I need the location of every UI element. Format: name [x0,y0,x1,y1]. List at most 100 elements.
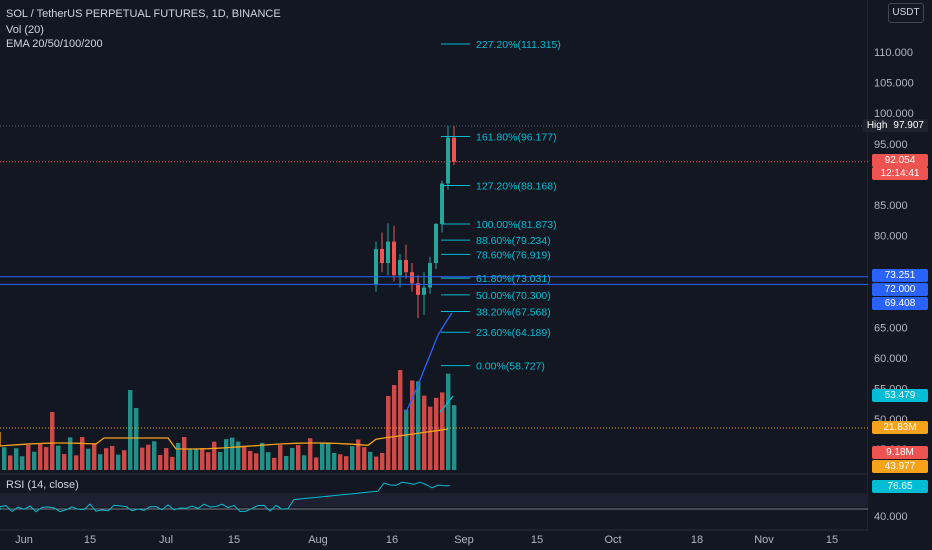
volume-bar [446,373,451,470]
volume-bar [152,441,157,470]
volume-bar [32,451,37,470]
volume-bar [164,448,169,470]
volume-bars [2,370,457,470]
price-tick-label: 110.000 [874,47,913,59]
fib-level-label: 88.60%(79.234) [476,235,551,247]
volume-bar [392,385,397,470]
volume-bar [14,448,19,470]
candle-body [428,263,432,288]
volume-bar [158,455,163,470]
volume-bar [74,455,79,470]
volume-bar [98,454,103,470]
fib-level-label: 127.20%(88.168) [476,181,557,193]
volume-bar [302,455,307,470]
time-tick-label: Aug [308,534,328,546]
volume-bar [320,442,325,470]
candle-body [386,241,390,264]
rsi-indicator-label[interactable]: RSI (14, close) [6,479,79,491]
last-price-tag: 92.054 [872,154,928,167]
fib-retracement[interactable]: 227.20%(111.315) 161.80%(96.177) 127.20%(8… [441,39,561,373]
volume-bar [110,445,115,470]
rsi-line [0,481,450,513]
volume-ma-line [0,428,449,450]
price-tick-label: 80.000 [874,231,908,243]
volume-bar [212,441,217,470]
volume-bar [140,447,145,470]
volume-bar [284,456,289,470]
volume-bar [380,452,385,470]
candle-body [434,223,438,264]
volume-bar [86,448,91,470]
time-tick-label: Nov [754,534,774,546]
price-tick-label: 85.000 [874,200,908,212]
volume-bar [50,412,55,470]
volume-bar [80,436,85,470]
currency-selector[interactable]: USDT [888,3,924,23]
time-tick-label: Oct [604,534,621,546]
candle-body [452,137,456,162]
volume-bar [410,380,415,470]
volume-bar [398,370,403,470]
candle-body [410,272,414,284]
price-tick-label: 60.000 [874,353,908,365]
volume-bar [182,436,187,470]
time-tick-label: Jun [15,534,33,546]
ema-value-tag: 53.479 [872,389,928,402]
level-tag-a: 73.251 [872,269,928,282]
candle-body [392,241,396,276]
volume-bar [374,456,379,470]
ema-line-2 [439,395,454,413]
time-tick-label: 15 [531,534,543,546]
fib-level-label: 227.20%(111.315) [476,39,561,51]
candle-body [446,137,450,184]
price-tick-label: 105.000 [874,78,914,90]
volume-bar [128,390,133,470]
volume-bar [134,408,139,470]
volume-bar [338,454,343,470]
volume-bar [188,448,193,470]
vol-value-tag: 21.83M [872,421,928,434]
price-tick-label: 65.000 [874,322,908,334]
volume-bar [230,437,235,470]
time-tick-label: 15 [826,534,838,546]
fib-level-label: 78.60%(76.919) [476,249,551,261]
volume-bar [242,445,247,470]
time-axis[interactable]: Jun 15 Jul 15 Aug 16 Sep 15 Oct 18 Nov 15 [15,534,838,546]
volume-bar [56,445,61,470]
vol-indicator-label[interactable]: Vol (20) [6,24,44,36]
candle-body [416,283,420,295]
fib-level-label: 100.00%(81.873) [476,219,557,231]
volume-bar [176,443,181,470]
volume-bar [200,448,205,470]
volume-bar [248,450,253,470]
time-tick-label: Sep [454,534,474,546]
volume-bar [224,439,229,470]
volume-bar [356,439,361,470]
volume-bar [26,445,31,470]
high-tag: High 97.907 [862,119,928,132]
fib-level-label: 161.80%(96.177) [476,132,557,144]
volume-bar [44,447,49,470]
volume-bar [272,457,277,470]
volume-bar [440,392,445,470]
volume-bar [20,456,25,470]
candle-body [440,183,444,224]
volume-bar [254,453,259,470]
ema-indicator-label[interactable]: EMA 20/50/100/200 [6,38,103,50]
fib-level-label: 61.80%(73.031) [476,273,551,285]
price-tick-label: 40.000 [874,511,908,523]
high-value: 97.907 [893,120,924,131]
volume-bar [350,446,355,470]
time-tick-label: Jul [159,534,173,546]
volume-bar [452,405,457,470]
volume-bar [38,443,43,470]
volume-bar [194,448,199,470]
volume-bar [314,457,319,470]
candle-body [422,287,426,295]
volume-bar [434,397,439,470]
volume-bar [332,452,337,470]
volume-bar [368,451,373,470]
